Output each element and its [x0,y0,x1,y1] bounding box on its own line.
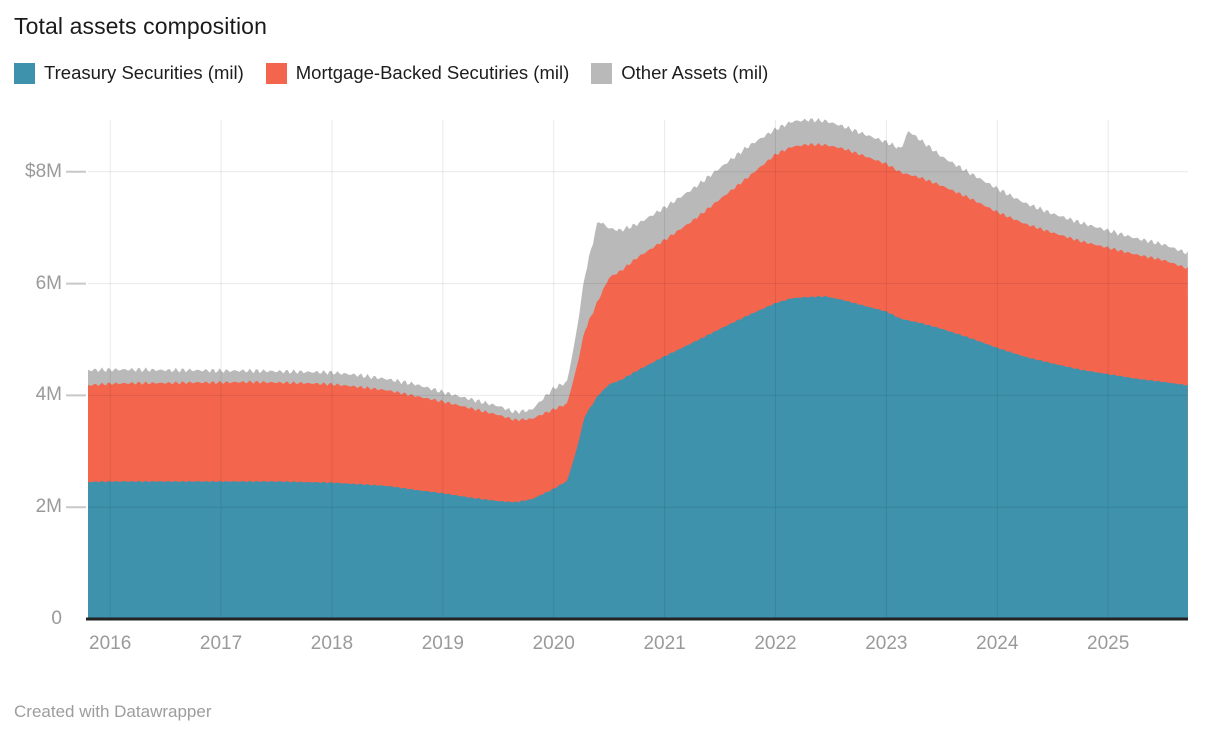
legend-item-other: Other Assets (mil) [591,62,768,84]
legend-swatch [591,62,613,84]
legend-label: Other Assets (mil) [621,62,769,83]
legend-label: Mortgage-Backed Secutiries (mil) [295,62,570,83]
legend-item-treasury: Treasury Securities (mil) [14,62,244,84]
x-axis-label: 2021 [643,633,686,654]
legend-item-mbs: Mortgage-Backed Secutiries (mil) [265,62,570,84]
legend-swatch [14,62,35,84]
x-axis-label: 2024 [976,633,1019,654]
x-axis-label: 2023 [865,633,908,654]
y-axis-label: 0 [51,608,62,629]
x-axis-label: 2016 [89,633,132,654]
legend-label: Treasury Securities (mil) [44,62,244,83]
x-axis-label: 2018 [310,633,354,654]
y-axis-label: 4M [35,384,62,406]
x-axis-label: 2025 [1087,633,1130,654]
y-axis-label: 6M [35,272,62,294]
x-axis-label: 2022 [754,633,797,654]
y-axis-label: 2M [35,496,62,518]
x-axis-label: 2019 [421,633,464,654]
y-axis-label: $8M [25,160,62,182]
x-axis-label: 2017 [199,633,243,654]
legend: Treasury Securities (mil) Mortgage-Backe… [14,62,768,84]
datawrapper-credit-link[interactable]: Created with Datawrapper [14,702,212,721]
page-title: Total assets composition [14,13,267,39]
x-axis-label: 2020 [532,633,575,654]
area-series[interactable] [88,296,1188,619]
legend-swatch [265,62,287,84]
